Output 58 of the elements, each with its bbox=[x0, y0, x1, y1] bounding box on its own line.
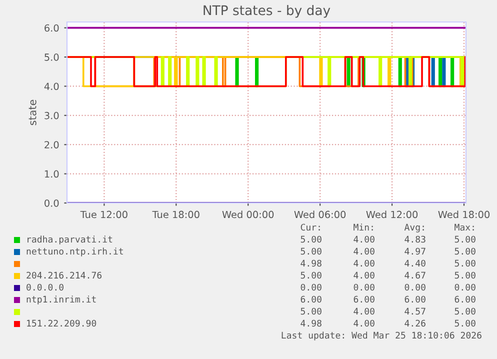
text: 0.00 bbox=[404, 284, 426, 291]
text: Last update: Wed Mar 25 18:10:06 2026 bbox=[282, 332, 482, 340]
text: 5.00 bbox=[454, 236, 476, 243]
legend-label: 0.0.0.0 bbox=[26, 284, 64, 291]
text: 6.00 bbox=[454, 296, 476, 303]
text: 5.00 bbox=[300, 236, 322, 243]
text: 0.00 bbox=[300, 284, 322, 291]
text: 5.00 bbox=[454, 272, 476, 279]
text: 4.83 bbox=[404, 236, 426, 243]
x-tick-label: Tue 12:00 bbox=[80, 210, 128, 218]
text: 4.57 bbox=[404, 308, 426, 315]
text: 0.00 bbox=[454, 284, 476, 291]
chart-title: NTP states - by day bbox=[204, 5, 330, 18]
x-tick-label: Wed 06:00 bbox=[294, 210, 346, 218]
text: 4.00 bbox=[354, 248, 374, 255]
x-tick-label: Wed 18:00 bbox=[438, 210, 490, 218]
text: 4.67 bbox=[404, 272, 426, 279]
text: 6.00 bbox=[354, 296, 374, 303]
legend-label: ntp1.inrim.it bbox=[26, 296, 96, 304]
legend-label: radha.parvati.it bbox=[28, 236, 112, 244]
y-tick-label: 2.0 bbox=[44, 141, 59, 148]
y-tick-label: 1.0 bbox=[44, 170, 59, 178]
text: 0.00 bbox=[354, 284, 374, 291]
text: 5.00 bbox=[454, 320, 476, 327]
text: 4.26 bbox=[404, 320, 426, 327]
legend-label: 204.216.214.76 bbox=[26, 272, 102, 279]
text: Min: bbox=[354, 224, 373, 231]
text: 6.00 bbox=[404, 296, 426, 303]
text: 5.00 bbox=[300, 248, 322, 255]
text: 4.40 bbox=[404, 260, 426, 267]
text: Cur: bbox=[300, 224, 320, 231]
text: 5.00 bbox=[300, 308, 322, 315]
y-tick-label: 5.0 bbox=[44, 54, 59, 61]
text: 5.00 bbox=[300, 272, 322, 279]
legend-label: nettuno.ntp.irh.it bbox=[26, 248, 123, 256]
text: Avg: bbox=[404, 224, 424, 232]
legend-label: 151.22.209.90 bbox=[27, 320, 96, 327]
y-tick-label: 6.0 bbox=[44, 24, 59, 32]
text: 4.98 bbox=[300, 260, 322, 267]
x-tick-label: Wed 00:00 bbox=[222, 210, 274, 218]
x-tick-label: Wed 12:00 bbox=[366, 210, 418, 218]
text: 5.00 bbox=[454, 260, 476, 267]
text: 5.00 bbox=[454, 248, 476, 255]
y-tick-label: 4.0 bbox=[44, 82, 59, 90]
y-axis-title: state bbox=[28, 100, 36, 126]
text: 4.00 bbox=[354, 236, 374, 243]
text: 4.98 bbox=[300, 320, 322, 327]
text: 4.00 bbox=[354, 260, 374, 267]
text: 6.00 bbox=[300, 296, 322, 303]
y-tick-label: 0.0 bbox=[44, 199, 59, 207]
x-tick-label: Tue 18:00 bbox=[152, 210, 200, 218]
text: 4.00 bbox=[354, 272, 374, 279]
text: 4.97 bbox=[404, 248, 426, 255]
text: 5.00 bbox=[454, 308, 476, 315]
text: 4.00 bbox=[354, 320, 374, 327]
text: Max: bbox=[454, 224, 474, 231]
text: 4.00 bbox=[354, 308, 374, 315]
y-tick-label: 3.0 bbox=[44, 112, 59, 120]
